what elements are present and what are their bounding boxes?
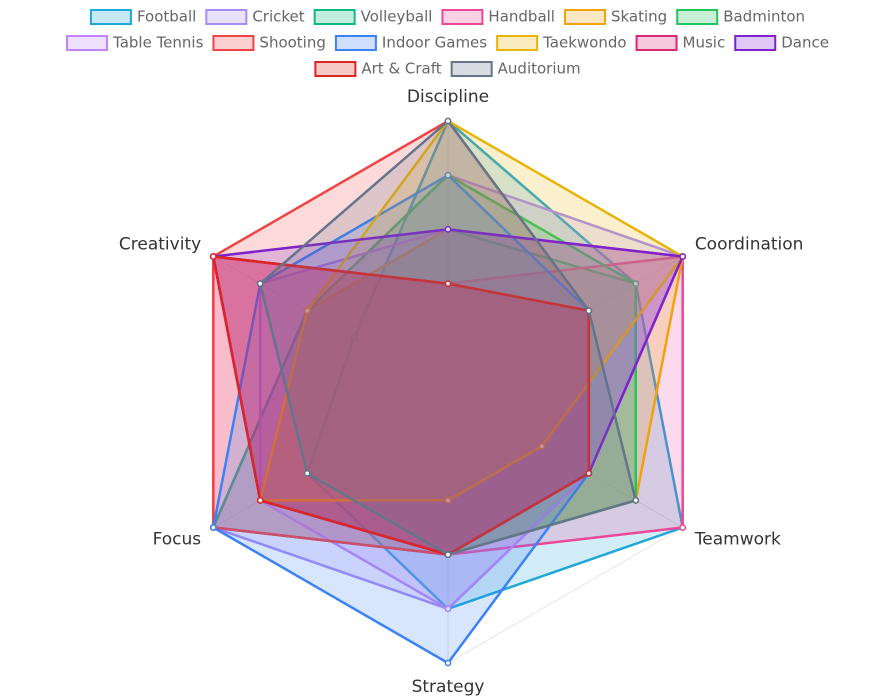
legend-label: Handball <box>488 8 555 26</box>
legend-item[interactable]: Cricket <box>205 8 305 26</box>
legend-swatch <box>89 9 132 25</box>
axis-label: Discipline <box>407 87 489 107</box>
data-point <box>256 280 264 287</box>
spoke <box>213 391 449 528</box>
legend-swatch <box>66 35 109 51</box>
legend-item[interactable]: Table Tennis <box>66 34 204 52</box>
data-point <box>350 334 358 342</box>
data-point <box>632 497 640 504</box>
data-point <box>632 280 640 287</box>
legend-swatch <box>734 35 777 51</box>
data-point <box>444 117 452 125</box>
axis-label: Strategy <box>412 677 485 697</box>
data-point <box>303 469 311 477</box>
legend-label: Dance <box>781 34 829 52</box>
series <box>256 117 640 558</box>
legend-label: Table Tennis <box>112 34 204 52</box>
data-point <box>256 497 264 504</box>
legend-item[interactable]: Indoor Games <box>334 34 487 52</box>
axis-label: Coordination <box>695 235 804 255</box>
legend-swatch <box>496 35 539 51</box>
data-point <box>538 442 546 450</box>
legend-label: Auditorium <box>498 60 581 78</box>
legend-item[interactable]: Auditorium <box>450 60 581 78</box>
legend-row: Art & Craft Auditorium <box>314 60 581 78</box>
legend-label: Music <box>683 34 726 52</box>
data-point <box>444 659 452 667</box>
legend-item[interactable]: Badminton <box>676 8 805 26</box>
legend-swatch <box>313 9 356 25</box>
data-point <box>209 253 217 260</box>
legend-label: Badminton <box>723 8 805 26</box>
axis-label: Focus <box>153 530 202 550</box>
data-point <box>679 253 687 260</box>
legend-item[interactable]: Art & Craft <box>314 60 442 78</box>
data-point <box>444 551 452 558</box>
legend-label: Skating <box>611 8 667 26</box>
data-point <box>585 469 593 477</box>
legend-item[interactable]: Taekwondo <box>496 34 627 52</box>
legend-item[interactable]: Handball <box>441 8 555 26</box>
legend-swatch <box>450 61 493 77</box>
legend-swatch <box>676 9 719 25</box>
legend-label: Football <box>137 8 196 26</box>
legend-swatch <box>334 35 377 51</box>
legend: Football Cricket Volleyball Handball Skating… <box>66 8 829 78</box>
spoke <box>447 391 683 528</box>
axis-label: Creativity <box>119 235 201 255</box>
data-point <box>444 605 452 613</box>
data-point <box>585 307 593 315</box>
data-point <box>444 497 452 504</box>
data-point <box>303 307 311 315</box>
legend-label: Art & Craft <box>361 60 441 78</box>
legend-swatch <box>563 9 606 25</box>
spoke <box>447 256 683 393</box>
legend-item[interactable]: Music <box>635 34 726 52</box>
legend-item[interactable]: Shooting <box>212 34 326 52</box>
data-point <box>209 524 217 531</box>
legend-label: Indoor Games <box>382 34 487 52</box>
legend-row: Football Cricket Volleyball Handball Skating… <box>89 8 805 26</box>
legend-label: Taekwondo <box>542 34 626 52</box>
legend-item[interactable]: Volleyball <box>313 8 433 26</box>
data-point <box>444 280 452 287</box>
legend-label: Shooting <box>259 34 325 52</box>
data-point <box>444 171 452 179</box>
legend-swatch <box>212 35 255 51</box>
axis-label: Teamwork <box>694 530 781 550</box>
legend-swatch <box>314 61 357 77</box>
legend-swatch <box>635 35 678 51</box>
legend-swatch <box>441 9 484 25</box>
data-point <box>679 524 687 531</box>
legend-swatch <box>205 9 248 25</box>
data-point <box>444 226 452 233</box>
legend-row: Table Tennis Shooting Indoor Games Taekwond… <box>66 34 829 52</box>
legend-label: Volleyball <box>361 8 433 26</box>
legend-item[interactable]: Dance <box>734 34 829 52</box>
spoke <box>213 256 449 393</box>
legend-item[interactable]: Football <box>89 8 196 26</box>
legend-label: Cricket <box>252 8 304 26</box>
legend-item[interactable]: Skating <box>563 8 667 26</box>
